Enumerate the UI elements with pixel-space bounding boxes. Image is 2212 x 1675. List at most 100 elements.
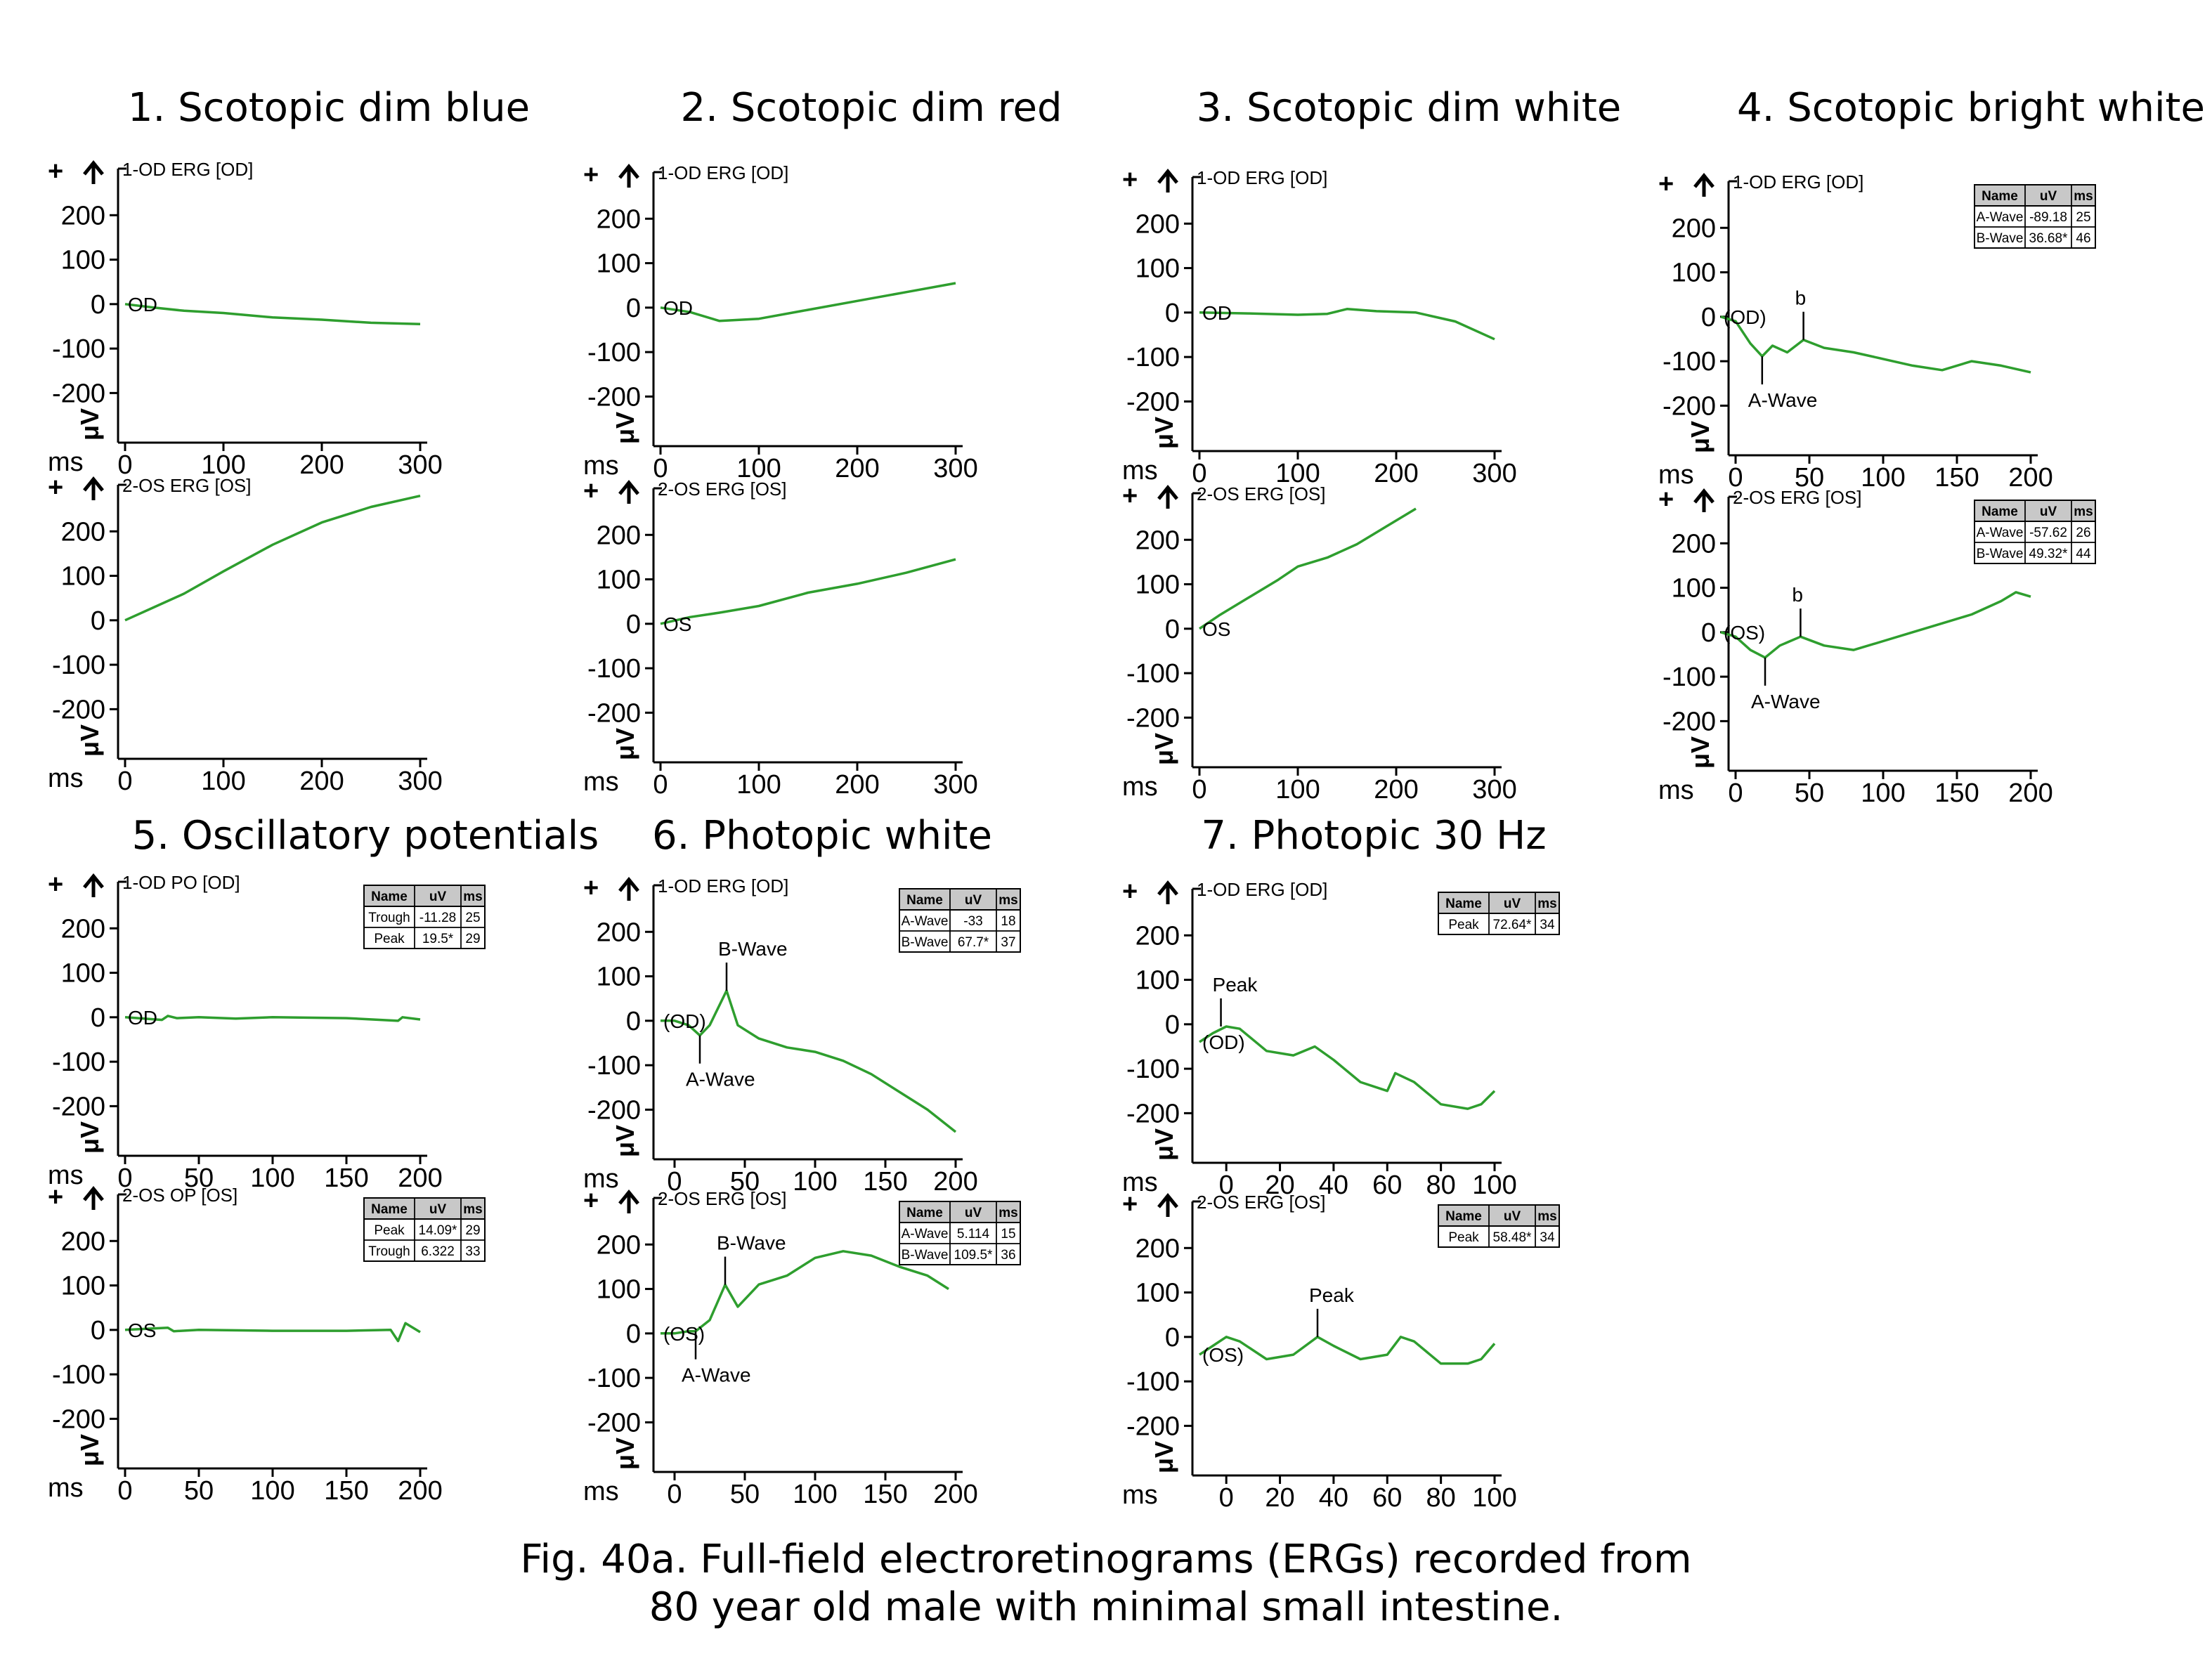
x-tick-label: 0 [653, 454, 668, 483]
x-tick-label: 0 [667, 1480, 682, 1509]
table-cell-text: B-Wave [902, 1248, 949, 1263]
x-unit-label: ms [583, 1477, 619, 1506]
x-tick-label: 200 [933, 1480, 977, 1509]
eye-label: OD [1202, 302, 1232, 324]
measurement-table: Name uV ms Peak 72.64* 34 [1438, 892, 1560, 935]
y-tick-label: -100 [587, 338, 641, 367]
y-tick-label: 0 [1165, 1323, 1180, 1353]
chart-title: 7. Photopic 30 Hz [1201, 813, 1546, 859]
x-tick-label: 200 [398, 1164, 442, 1193]
table-cell-text: 34 [1540, 1230, 1555, 1245]
polarity-plus: + [583, 160, 599, 190]
y-unit-label: μV [611, 728, 639, 760]
up-arrow-shape [618, 877, 639, 901]
y-tick-label: -100 [1663, 347, 1716, 377]
table-cell-text: Trough [368, 911, 410, 925]
x-tick-label: 200 [2008, 778, 2052, 808]
up-arrow-shape [83, 873, 104, 897]
erg-trace [1199, 308, 1495, 341]
table-header-cell: Name [906, 893, 943, 908]
x-unit-label: ms [583, 767, 619, 797]
table-cell-text: 5.114 [957, 1227, 990, 1241]
up-arrow-icon [1157, 169, 1178, 193]
eye-label: (OD) [663, 1010, 706, 1032]
y-tick-label: -200 [1663, 391, 1716, 421]
x-unit-label: ms [1122, 456, 1158, 485]
table-cell-text: Peak [374, 932, 405, 946]
x-tick-label: 100 [793, 1167, 837, 1197]
table-cell [996, 930, 1021, 953]
x-tick-label: 0 [117, 767, 132, 796]
y-tick-label: 100 [61, 1272, 105, 1301]
x-tick-label: 300 [1472, 459, 1516, 488]
y-tick-label: -100 [52, 334, 105, 364]
table-cell-text: 25 [2076, 210, 2090, 225]
y-tick-label: 200 [61, 517, 105, 547]
x-tick-label: 300 [398, 767, 442, 796]
wave-marker-label: A-Wave [686, 1069, 755, 1090]
polarity-plus: + [48, 157, 63, 186]
y-tick-label: 0 [1701, 303, 1716, 332]
up-arrow-shape [618, 164, 639, 188]
x-unit-label: ms [1122, 772, 1158, 802]
table-header-cell: Name [1445, 897, 1482, 911]
erg-trace [124, 1322, 421, 1343]
y-tick-label: 200 [1136, 209, 1180, 239]
table-header-cell: uV [429, 1202, 447, 1217]
x-tick-label: 0 [117, 1164, 132, 1193]
y-tick-label: -200 [1663, 707, 1716, 736]
table-cell-text: A-Wave [1977, 210, 2024, 225]
measurement-table: Name uV ms Peak 14.09* 29 Trough 6.322 33 [363, 1197, 486, 1262]
y-tick-label: 100 [1136, 966, 1180, 996]
x-tick-label: 60 [1372, 1483, 1402, 1513]
y-tick-label: 200 [61, 1227, 105, 1256]
eye-label: (OS) [663, 1323, 705, 1345]
y-unit-label: μV [1150, 1128, 1178, 1161]
y-tick-label: -200 [52, 379, 105, 408]
y-tick-label: -100 [52, 651, 105, 680]
up-arrow-icon [83, 160, 104, 184]
y-tick-label: 0 [91, 1316, 105, 1345]
y-tick-label: 100 [1672, 574, 1716, 604]
chart-title: 3. Scotopic dim white [1197, 85, 1621, 131]
x-tick-label: 200 [299, 767, 344, 796]
x-tick-label: 150 [1934, 463, 1979, 493]
table-cell-text: -57.62 [2029, 526, 2067, 540]
polarity-plus: + [1658, 485, 1674, 514]
x-tick-label: 200 [933, 1167, 977, 1197]
table-cell-text: A-Wave [902, 1227, 949, 1241]
erg-trace [1199, 1025, 1496, 1110]
table-header-cell: ms [463, 1202, 482, 1217]
x-tick-label: 100 [1861, 463, 1905, 493]
y-tick-label: 200 [597, 1230, 641, 1260]
x-tick-label: 150 [863, 1167, 907, 1197]
y-tick-label: -200 [52, 1404, 105, 1434]
table-cell-text: A-Wave [1977, 526, 2024, 540]
up-arrow-icon [83, 873, 104, 897]
x-tick-label: 200 [835, 770, 879, 800]
y-tick-label: 0 [1701, 618, 1716, 648]
x-tick-label: 200 [1374, 459, 1418, 488]
y-unit-label: μV [611, 412, 639, 444]
polarity-plus: + [1658, 169, 1674, 199]
table-cell-text: -11.28 [419, 911, 456, 925]
y-tick-label: 200 [1672, 214, 1716, 243]
table-cell-text: 29 [465, 1223, 480, 1238]
polarity-plus: + [583, 873, 599, 903]
table-cell-text: 49.32* [2029, 547, 2069, 561]
eye-label: OS [1202, 618, 1230, 640]
x-tick-label: 0 [1219, 1483, 1234, 1513]
y-tick-label: -100 [1126, 343, 1180, 372]
x-tick-label: 150 [863, 1480, 907, 1509]
y-tick-label: 0 [1165, 615, 1180, 644]
chart-title: 2. Scotopic dim red [681, 85, 1062, 131]
x-tick-label: 0 [1192, 775, 1206, 804]
polarity-plus: + [48, 473, 63, 502]
y-tick-label: 200 [61, 201, 105, 230]
y-tick-label: -200 [1126, 703, 1180, 733]
